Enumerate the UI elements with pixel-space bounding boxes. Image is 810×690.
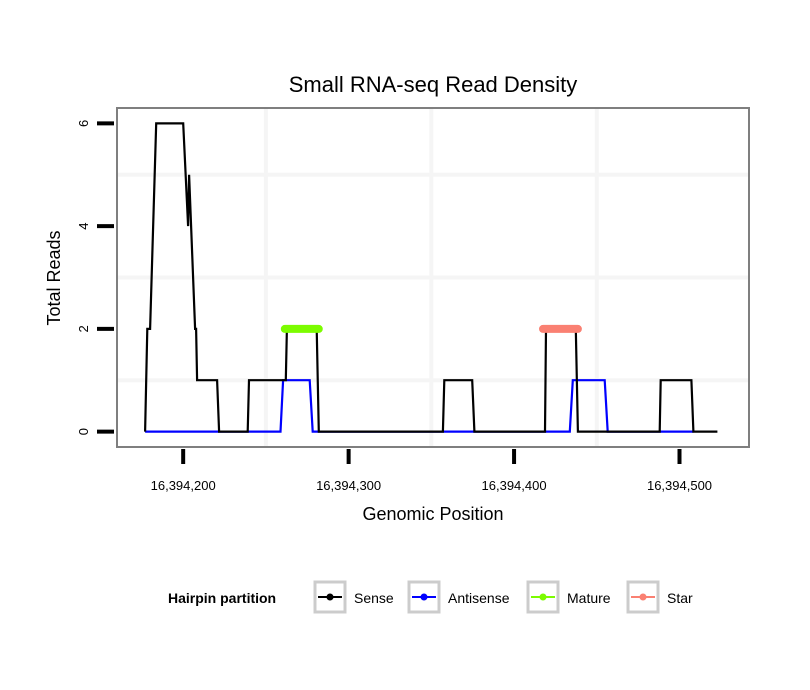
legend-item-sense: Sense (313, 580, 394, 614)
x-tick-label: 16,394,200 (151, 478, 216, 493)
gridlines (117, 108, 749, 447)
y-axis: 0 2 4 6 (76, 120, 114, 435)
legend-label: Sense (354, 590, 394, 606)
legend-label: Antisense (448, 590, 510, 606)
y-tick-label: 0 (76, 428, 91, 435)
y-tick-label: 6 (76, 120, 91, 127)
x-tick-label: 16,394,300 (316, 478, 381, 493)
legend-item-antisense: Antisense (407, 580, 510, 614)
legend-title: Hairpin partition (168, 590, 276, 606)
x-tick-label: 16,394,400 (482, 478, 547, 493)
y-tick-label: 4 (76, 223, 91, 230)
panel-border (116, 107, 750, 448)
legend-key-point (420, 593, 428, 601)
x-tick-label: 16,394,500 (647, 478, 712, 493)
legend-item-mature: Mature (526, 580, 611, 614)
legend-key-point (539, 593, 547, 601)
x-axis-title: Genomic Position (362, 504, 503, 524)
legend-key-point (639, 593, 647, 601)
legend-label: Star (667, 590, 693, 606)
legend-key-point (326, 593, 334, 601)
legend: Hairpin partition Sense Antisense Mature St… (168, 580, 693, 614)
y-axis-title: Total Reads (44, 230, 64, 325)
series-layer (144, 122, 718, 433)
x-axis: 16,394,200 16,394,300 16,394,400 16,394,500 (151, 449, 712, 493)
legend-item-star: Star (626, 580, 693, 614)
plot-panel (116, 107, 750, 448)
chart-title: Small RNA-seq Read Density (289, 72, 578, 97)
legend-label: Mature (567, 590, 611, 606)
y-tick-label: 2 (76, 325, 91, 332)
